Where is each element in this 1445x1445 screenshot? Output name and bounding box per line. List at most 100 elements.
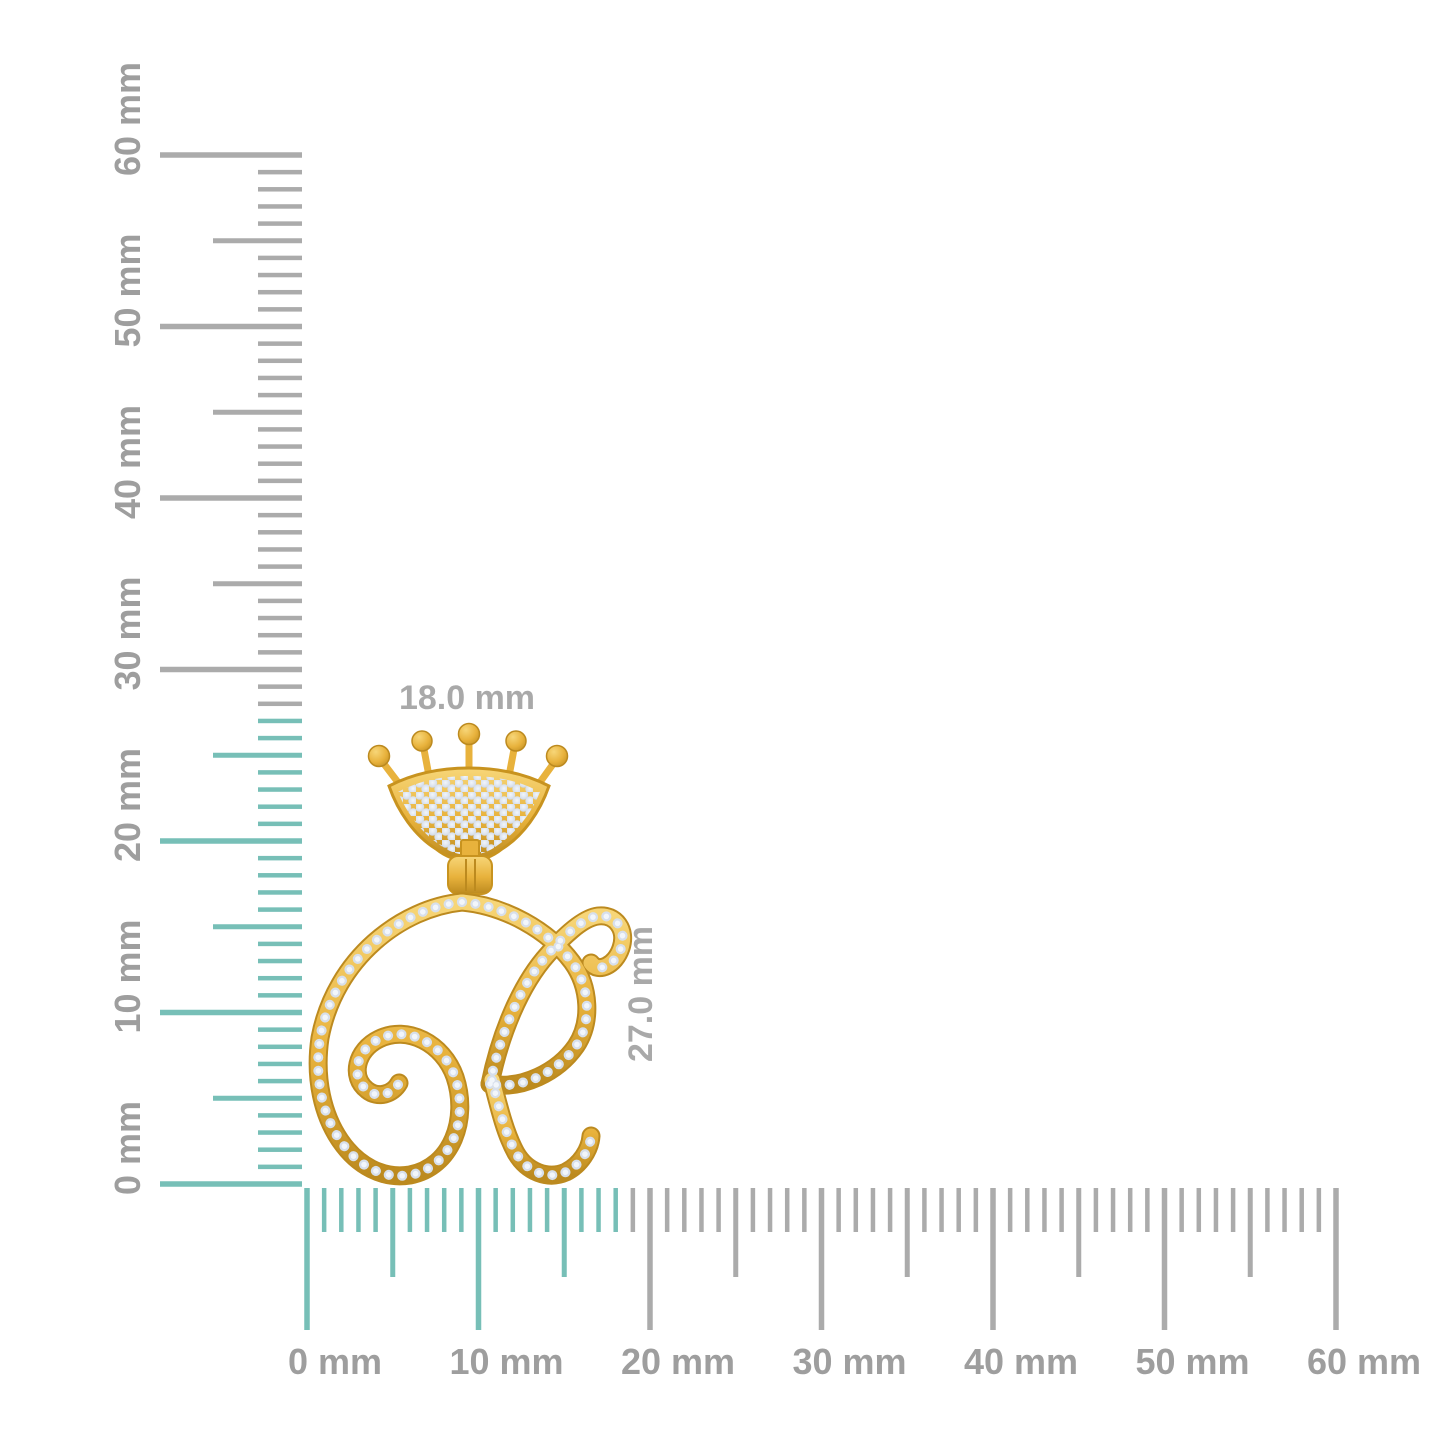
horizontal-ruler-tick-10mm xyxy=(475,1188,482,1330)
vertical-ruler-tick-2mm xyxy=(258,1147,302,1152)
horizontal-ruler-tick-16mm xyxy=(579,1188,584,1232)
horizontal-ruler-tick-46mm xyxy=(1093,1188,1099,1232)
vertical-ruler-tick-50mm xyxy=(160,323,302,330)
vertical-ruler-tick-39mm xyxy=(258,512,302,518)
pendant: 18.0 mm 27.0 mm xyxy=(318,679,660,1176)
horizontal-ruler-tick-37mm xyxy=(939,1188,944,1232)
horizontal-ruler-label-10mm: 10 mm xyxy=(449,1341,563,1382)
horizontal-ruler-tick-51mm xyxy=(1179,1188,1184,1232)
vertical-ruler-tick-47mm xyxy=(258,375,302,381)
vertical-ruler-tick-30mm xyxy=(160,666,302,673)
vertical-ruler-tick-34mm xyxy=(258,598,302,604)
vertical-ruler-tick-45mm xyxy=(213,409,302,415)
vertical-ruler-tick-5mm xyxy=(213,1095,302,1101)
vertical-ruler-tick-22mm xyxy=(258,804,302,809)
horizontal-ruler-label-50mm: 50 mm xyxy=(1135,1341,1249,1382)
horizontal-ruler-tick-27mm xyxy=(767,1188,773,1232)
horizontal-ruler-label-30mm: 30 mm xyxy=(792,1341,906,1382)
horizontal-ruler-tick-45mm xyxy=(1076,1188,1082,1277)
width-dimension-label: 18.0 mm xyxy=(399,679,535,717)
vertical-ruler-tick-1mm xyxy=(258,1164,302,1170)
height-dimension-label: 27.0 mm xyxy=(622,926,660,1062)
horizontal-ruler-tick-29mm xyxy=(802,1188,807,1232)
vertical-ruler-tick-20mm xyxy=(160,838,302,844)
horizontal-ruler-tick-43mm xyxy=(1042,1188,1047,1232)
horizontal-ruler-label-40mm: 40 mm xyxy=(964,1341,1078,1382)
vertical-ruler-tick-23mm xyxy=(258,787,302,792)
vertical-ruler-tick-35mm xyxy=(213,581,302,587)
horizontal-ruler-tick-9mm xyxy=(459,1188,464,1232)
horizontal-ruler-tick-59mm xyxy=(1316,1188,1322,1232)
vertical-ruler-tick-27mm xyxy=(258,718,302,724)
horizontal-ruler-tick-35mm xyxy=(904,1188,910,1277)
vertical-ruler-tick-40mm xyxy=(160,495,302,501)
horizontal-ruler-tick-18mm xyxy=(613,1188,618,1232)
vertical-ruler-tick-9mm xyxy=(258,1027,302,1032)
vertical-ruler-tick-29mm xyxy=(258,684,302,689)
horizontal-ruler-tick-34mm xyxy=(887,1188,893,1232)
vertical-ruler-tick-25mm xyxy=(213,752,302,758)
vertical-ruler-tick-18mm xyxy=(258,873,302,878)
horizontal-ruler-tick-32mm xyxy=(853,1188,859,1232)
horizontal-ruler-tick-33mm xyxy=(870,1188,876,1232)
horizontal-ruler-label-0mm: 0 mm xyxy=(288,1341,382,1382)
horizontal-ruler-tick-17mm xyxy=(596,1188,601,1232)
vertical-ruler-tick-19mm xyxy=(258,855,302,861)
vertical-ruler-tick-59mm xyxy=(258,169,302,175)
vertical-ruler-tick-7mm xyxy=(258,1061,302,1067)
vertical-ruler-tick-36mm xyxy=(258,564,302,569)
horizontal-ruler-tick-38mm xyxy=(956,1188,961,1232)
horizontal-ruler-tick-30mm xyxy=(818,1188,825,1330)
vertical-ruler-tick-4mm xyxy=(258,1113,302,1118)
vertical-ruler-label-50mm: 50 mm xyxy=(107,233,148,347)
horizontal-ruler-tick-42mm xyxy=(1025,1188,1030,1232)
horizontal-ruler-tick-8mm xyxy=(441,1188,447,1232)
vertical-ruler-tick-53mm xyxy=(258,272,302,278)
vertical-ruler-label-30mm: 30 mm xyxy=(107,576,148,690)
horizontal-ruler-tick-20mm xyxy=(647,1188,653,1330)
horizontal-ruler-tick-7mm xyxy=(424,1188,430,1232)
horizontal-ruler-tick-52mm xyxy=(1196,1188,1202,1232)
vertical-ruler-label-0mm: 0 mm xyxy=(107,1101,148,1195)
vertical-ruler-tick-54mm xyxy=(258,255,302,261)
horizontal-ruler-tick-40mm xyxy=(990,1188,996,1330)
vertical-ruler-label-60mm: 60 mm xyxy=(107,62,148,176)
horizontal-ruler-tick-55mm xyxy=(1247,1188,1253,1277)
horizontal-ruler: 0 mm 10 mm 20 mm 30 mm 40 mm 50 mm 60 mm xyxy=(288,1188,1421,1382)
vertical-ruler-tick-48mm xyxy=(258,358,302,364)
vertical-ruler-tick-55mm xyxy=(213,238,302,244)
horizontal-ruler-tick-31mm xyxy=(836,1188,841,1232)
horizontal-ruler-tick-47mm xyxy=(1110,1188,1116,1232)
crown-balls xyxy=(367,722,569,768)
vertical-ruler-tick-8mm xyxy=(258,1044,302,1050)
vertical-ruler-tick-32mm xyxy=(258,632,302,638)
horizontal-ruler-tick-39mm xyxy=(973,1188,979,1232)
vertical-ruler-tick-12mm xyxy=(258,975,302,981)
vertical-ruler-tick-3mm xyxy=(258,1130,302,1135)
horizontal-ruler-tick-53mm xyxy=(1213,1188,1219,1232)
horizontal-ruler-tick-41mm xyxy=(1007,1188,1013,1232)
horizontal-ruler-label-20mm: 20 mm xyxy=(621,1341,735,1382)
horizontal-ruler-tick-15mm xyxy=(561,1188,567,1277)
horizontal-ruler-tick-26mm xyxy=(750,1188,756,1232)
vertical-ruler-tick-0mm xyxy=(160,1181,302,1187)
vertical-ruler-tick-56mm xyxy=(258,221,302,226)
vertical-ruler-tick-60mm xyxy=(160,152,302,158)
horizontal-ruler-tick-14mm xyxy=(544,1188,550,1232)
horizontal-ruler-tick-21mm xyxy=(664,1188,670,1232)
horizontal-ruler-label-60mm: 60 mm xyxy=(1307,1341,1421,1382)
vertical-ruler-tick-24mm xyxy=(258,770,302,775)
horizontal-ruler-tick-13mm xyxy=(527,1188,533,1232)
vertical-ruler-tick-28mm xyxy=(258,701,302,707)
horizontal-ruler-tick-0mm xyxy=(304,1188,310,1330)
horizontal-ruler-tick-1mm xyxy=(321,1188,327,1232)
horizontal-ruler-tick-28mm xyxy=(784,1188,790,1232)
vertical-ruler-tick-43mm xyxy=(258,444,302,449)
horizontal-ruler-tick-11mm xyxy=(493,1188,498,1232)
horizontal-ruler-tick-23mm xyxy=(699,1188,704,1232)
horizontal-ruler-tick-36mm xyxy=(922,1188,927,1232)
vertical-ruler-tick-6mm xyxy=(258,1078,302,1084)
vertical-ruler-tick-33mm xyxy=(258,615,302,621)
horizontal-ruler-tick-4mm xyxy=(373,1188,378,1232)
